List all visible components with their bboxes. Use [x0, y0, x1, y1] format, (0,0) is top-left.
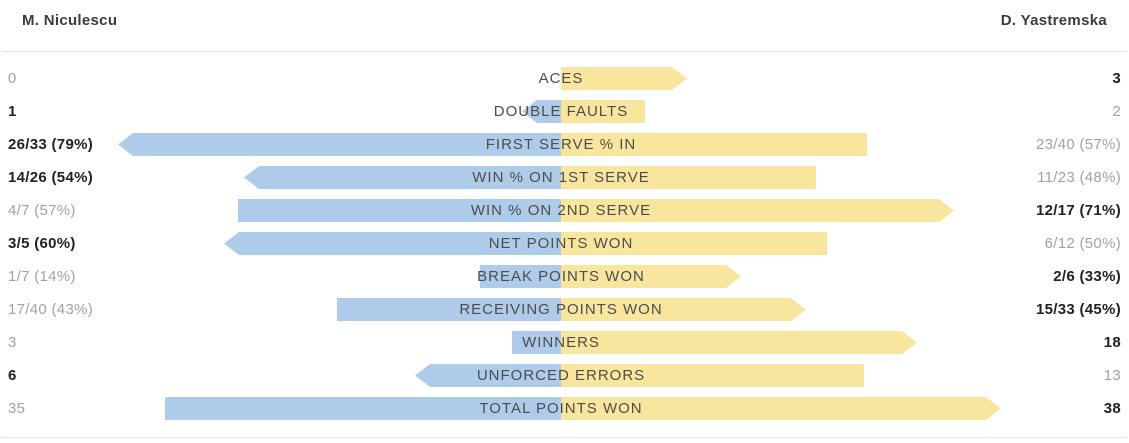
stat-row-4: WIN % ON 2ND SERVE 4/7 (57%) 12/17 (71%) [0, 194, 1129, 227]
stat-row-5: NET POINTS WON 3/5 (60%) 6/12 (50%) [0, 227, 1129, 260]
stat-value-right: 23/40 (57%) [1035, 136, 1121, 153]
stat-value-left: 4/7 (57%) [8, 202, 76, 219]
stat-row-10: TOTAL POINTS WON 35 38 [0, 392, 1129, 425]
stat-value-left: 26/33 (79%) [8, 136, 94, 153]
stat-value-left: 1 [8, 103, 17, 120]
left-player-bar [337, 298, 561, 321]
stat-value-right: 6/12 (50%) [1044, 235, 1121, 252]
left-player-bar [512, 331, 561, 354]
stat-value-right: 13 [1103, 367, 1121, 384]
stat-value-right: 12/17 (71%) [1035, 202, 1121, 219]
right-player-bar [561, 232, 827, 255]
stat-row-2: FIRST SERVE % IN 26/33 (79%) 23/40 (57%) [0, 128, 1129, 161]
stat-row-7: RECEIVING POINTS WON 17/40 (43%) 15/33 (… [0, 293, 1129, 326]
left-player-bar [522, 100, 561, 123]
stat-row-1: DOUBLE FAULTS 1 2 [0, 95, 1129, 128]
right-player-bar [561, 298, 806, 321]
right-player-bar [561, 397, 1001, 420]
stat-row-9: UNFORCED ERRORS 6 13 [0, 359, 1129, 392]
stat-value-left: 0 [8, 70, 17, 87]
stats-header: M. Niculescu D. Yastremska [0, 0, 1129, 52]
stat-value-left: 17/40 (43%) [8, 301, 94, 318]
stat-label: DOUBLE FAULTS [493, 103, 629, 120]
stat-label: BREAK POINTS WON [477, 268, 645, 285]
stat-label: FIRST SERVE % IN [485, 136, 637, 153]
player-name-right: D. Yastremska [1000, 12, 1107, 29]
left-player-bar [480, 265, 561, 288]
stat-row-8: WINNERS 3 18 [0, 326, 1129, 359]
stat-value-right: 15/33 (45%) [1035, 301, 1121, 318]
stat-row-6: BREAK POINTS WON 1/7 (14%) 2/6 (33%) [0, 260, 1129, 293]
stat-value-left: 3/5 (60%) [8, 235, 76, 252]
stat-label: RECEIVING POINTS WON [459, 301, 663, 318]
stat-value-left: 35 [8, 400, 26, 417]
stat-value-left: 6 [8, 367, 17, 384]
stat-label: WINNERS [522, 334, 600, 351]
stat-label: NET POINTS WON [488, 235, 634, 252]
left-player-bar [244, 166, 561, 189]
player-name-left: M. Niculescu [22, 12, 118, 29]
right-player-bar [561, 199, 954, 222]
stats-rows: ACES 0 3 DOUBLE FAULTS 1 2 FIRST SERVE %… [0, 62, 1129, 425]
right-player-bar [561, 364, 864, 387]
right-player-bar [561, 265, 741, 288]
left-player-bar [118, 133, 561, 156]
stat-value-left: 3 [8, 334, 17, 351]
stat-label: WIN % ON 2ND SERVE [470, 202, 652, 219]
left-player-bar [165, 397, 561, 420]
right-player-bar [561, 166, 816, 189]
stat-row-3: WIN % ON 1ST SERVE 14/26 (54%) 11/23 (48… [0, 161, 1129, 194]
right-player-bar [561, 67, 687, 90]
bottom-divider [2, 437, 1127, 438]
stat-value-right: 2/6 (33%) [1053, 268, 1121, 285]
stat-value-right: 38 [1103, 400, 1121, 417]
stat-value-right: 3 [1112, 70, 1121, 87]
right-player-bar [561, 100, 645, 123]
right-player-bar [561, 331, 917, 354]
left-player-bar [238, 199, 561, 222]
stat-value-left: 14/26 (54%) [8, 169, 94, 186]
stat-value-right: 11/23 (48%) [1037, 169, 1121, 186]
stat-value-left: 1/7 (14%) [8, 268, 76, 285]
stat-row-0: ACES 0 3 [0, 62, 1129, 95]
stat-value-right: 2 [1112, 103, 1121, 120]
stat-label: TOTAL POINTS WON [479, 400, 643, 417]
stat-label: WIN % ON 1ST SERVE [472, 169, 650, 186]
stat-value-right: 18 [1103, 334, 1121, 351]
stat-label: ACES [538, 70, 584, 87]
stat-label: UNFORCED ERRORS [476, 367, 646, 384]
right-player-bar [561, 133, 867, 156]
left-player-bar [224, 232, 561, 255]
header-divider [2, 51, 1127, 52]
left-player-bar [415, 364, 561, 387]
